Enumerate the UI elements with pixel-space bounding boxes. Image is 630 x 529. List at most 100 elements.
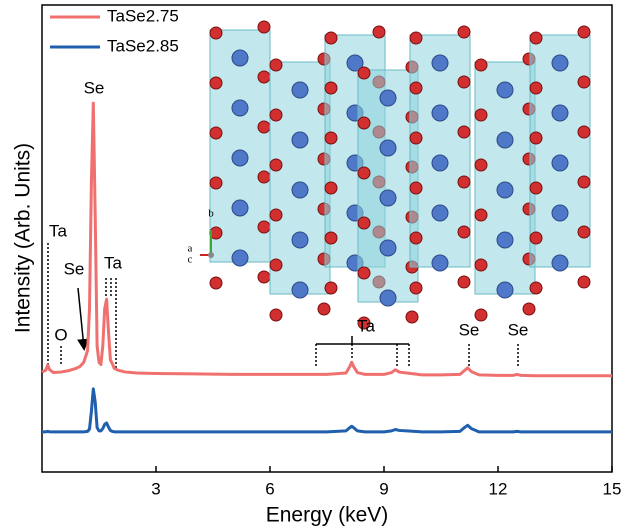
se-atom [474,58,488,72]
se-atom [324,81,338,95]
series-line [41,101,612,378]
annotation: Se [459,320,480,339]
se-atom [269,308,283,322]
se-atom [457,25,471,39]
ta-atom [496,181,514,199]
ta-atom [291,281,309,299]
ta-atom [551,104,569,122]
se-atom [522,302,536,316]
x-tick-label: 3 [151,479,160,498]
se-atom [529,131,543,145]
ta-atom [551,254,569,272]
se-atom [269,58,283,72]
se-atom [474,208,488,222]
se-atom [209,176,223,190]
se-atom [409,131,423,145]
annotation: Ta [104,253,123,272]
ta-atom [231,149,249,167]
ta-atom [291,81,309,99]
ta-atom [496,231,514,249]
ta-atom [291,131,309,149]
x-axis-title: Energy (keV) [266,504,389,527]
legend-label: TaSe2.85 [107,36,179,55]
se-atom [474,308,488,322]
se-atom [209,76,223,90]
se-atom [474,258,488,272]
ta-atom [231,99,249,117]
se-atom [457,75,471,89]
annotation: Se [508,320,529,339]
se-atom [457,225,471,239]
se-atom [529,31,543,45]
ta-atom [379,189,397,207]
axis-c [208,252,214,258]
se-atom [317,302,331,316]
se-atom [324,131,338,145]
se-atom [269,208,283,222]
se-atom [474,158,488,172]
plot-frame [41,4,613,473]
annotation: O [54,325,67,344]
se-atom [209,276,223,290]
ta-atom [551,154,569,172]
ta-atom [431,54,449,72]
ta-atom [551,204,569,222]
se-atom [209,26,223,40]
se-atom [457,125,471,139]
se-atom [577,75,591,89]
se-atom [577,175,591,189]
ta-atom [231,49,249,67]
ta-atom [379,289,397,307]
ta-atom [431,154,449,172]
ta-atom [291,181,309,199]
ta-atom [231,199,249,217]
se-atom [409,81,423,95]
se-atom [405,310,419,324]
se-atom [324,31,338,45]
ta-atom [379,239,397,257]
se-atom [269,158,283,172]
se-atom [257,70,271,84]
se-atom [324,281,338,295]
se-atom [457,175,471,189]
annotation: Se [84,78,105,97]
se-atom [257,220,271,234]
se-atom [269,258,283,272]
ta-atom [231,249,249,267]
x-tick-label: 12 [489,479,508,498]
inset-axis-label: a [188,243,193,255]
se-atom [577,125,591,139]
se-atom [324,181,338,195]
x-tick-label: 6 [265,479,274,498]
se-atom [357,216,371,230]
se-atom [209,126,223,140]
se-atom [409,281,423,295]
ta-atom [346,54,364,72]
inset-axis-label: b [208,208,214,220]
se-atom [257,20,271,34]
se-atom [357,266,371,280]
crystal-structure: b ac [188,20,591,330]
se-atom [577,25,591,39]
ta-atom [551,54,569,72]
se-atom [357,166,371,180]
se-atom [577,275,591,289]
inset-axis-label: c [188,254,193,266]
legend-label: TaSe2.75 [107,6,179,25]
se-atom [257,270,271,284]
se-atom [257,170,271,184]
annotation: Se [64,259,85,278]
ta-atom [496,281,514,299]
se-atom [529,181,543,195]
se-atom [529,81,543,95]
se-atom [357,116,371,130]
annotation-lines [47,243,519,368]
arrow [77,287,90,351]
x-tick-label: 15 [603,479,622,498]
y-axis-title: Intensity (Arb. Units) [12,143,35,333]
se-atom [324,231,338,245]
series-line [42,387,612,434]
se-atom [529,281,543,295]
